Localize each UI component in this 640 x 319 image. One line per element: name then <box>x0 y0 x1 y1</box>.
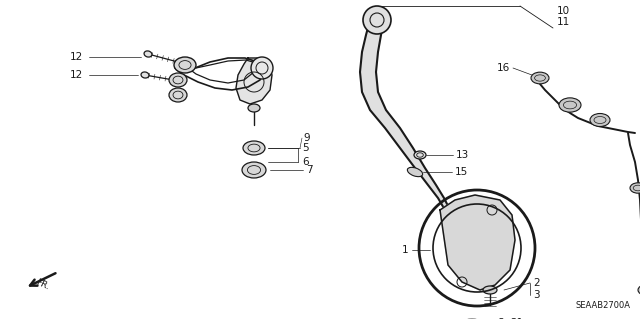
Polygon shape <box>440 195 515 290</box>
Ellipse shape <box>243 141 265 155</box>
Ellipse shape <box>144 51 152 57</box>
Text: 8: 8 <box>497 318 504 319</box>
Text: 16: 16 <box>497 63 510 73</box>
Ellipse shape <box>407 167 422 177</box>
Ellipse shape <box>414 151 426 159</box>
Text: 2: 2 <box>533 278 540 288</box>
Text: 5: 5 <box>302 143 308 153</box>
Circle shape <box>363 6 391 34</box>
Ellipse shape <box>559 98 581 112</box>
Text: 12: 12 <box>70 70 83 80</box>
Ellipse shape <box>483 286 497 294</box>
Ellipse shape <box>169 73 187 87</box>
Ellipse shape <box>174 57 196 73</box>
Text: 1: 1 <box>401 245 408 255</box>
Text: 7: 7 <box>306 165 312 175</box>
Text: SEAAB2700A: SEAAB2700A <box>575 301 630 310</box>
Ellipse shape <box>590 114 610 127</box>
Ellipse shape <box>248 104 260 112</box>
Text: 15: 15 <box>455 167 468 177</box>
Text: 9: 9 <box>303 133 310 143</box>
Text: 3: 3 <box>533 290 540 300</box>
Polygon shape <box>360 20 450 210</box>
Ellipse shape <box>141 72 149 78</box>
Text: 10: 10 <box>557 6 570 16</box>
Ellipse shape <box>638 285 640 295</box>
Text: FR.: FR. <box>34 278 50 292</box>
Text: 13: 13 <box>456 150 469 160</box>
Text: 12: 12 <box>70 52 83 62</box>
Polygon shape <box>236 58 272 104</box>
Ellipse shape <box>630 183 640 193</box>
Ellipse shape <box>242 162 266 178</box>
Text: 21: 21 <box>510 318 524 319</box>
Ellipse shape <box>531 72 549 84</box>
Text: 11: 11 <box>557 17 570 27</box>
Text: 6: 6 <box>302 157 308 167</box>
Ellipse shape <box>169 88 187 102</box>
Circle shape <box>251 57 273 79</box>
